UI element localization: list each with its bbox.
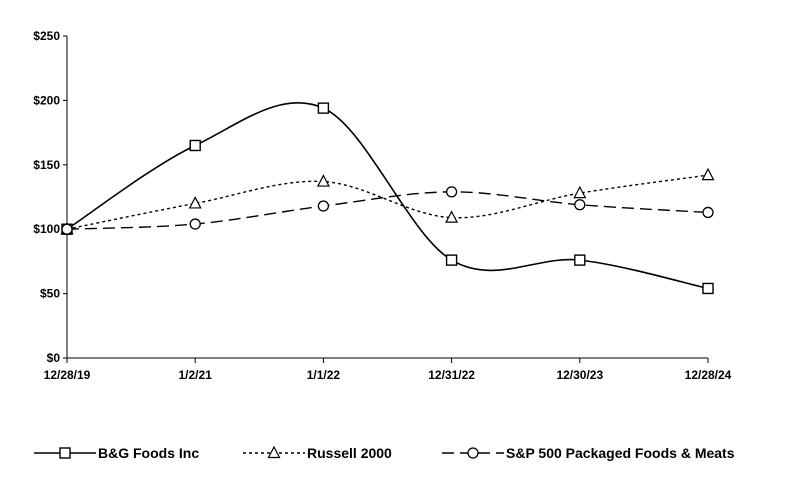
series-2-point (573, 185, 587, 199)
legend-label-1: B&G Foods Inc (98, 445, 199, 461)
series-2-point (188, 196, 202, 209)
legend-marker-1 (59, 447, 71, 459)
series-line-1 (66, 102, 709, 290)
series-2-point (445, 210, 459, 223)
x-tick-label: 1/2/21 (179, 368, 213, 382)
y-tick-label: $100 (33, 222, 60, 236)
series-2-point (316, 174, 330, 187)
y-tick-label: $150 (33, 158, 60, 172)
legend-label-3: S&P 500 Packaged Foods & Meats (506, 445, 735, 461)
series-3-point (574, 199, 586, 211)
y-tick-label: $50 (40, 287, 60, 301)
series-3-point (702, 206, 714, 219)
series-3-point (445, 186, 458, 198)
series-1-point (702, 282, 714, 295)
series-group (60, 102, 715, 295)
x-tick-label: 12/30/23 (556, 368, 603, 382)
legend-label-2: Russell 2000 (307, 445, 392, 461)
series-3-point (189, 218, 201, 230)
y-tick-label: $0 (47, 351, 61, 365)
series-1-point (189, 139, 201, 152)
series-1-point (574, 254, 586, 266)
x-tick-label: 12/31/22 (428, 368, 475, 382)
x-tick-label: 12/28/19 (44, 368, 91, 382)
x-tick-label: 1/1/22 (307, 368, 341, 382)
series-1-point (445, 254, 458, 266)
axes: $0 $50 $100 $150 $200 $250 12/28/19 1/2/21 1/1/2… (33, 29, 731, 382)
legend: B&G Foods Inc Russell 2000 S&P 500 Package… (34, 445, 735, 461)
legend-marker-2 (267, 445, 281, 459)
series-line-3 (66, 191, 709, 230)
series-3-point (61, 223, 73, 235)
series-1-point (317, 102, 330, 114)
legend-marker-3 (467, 447, 479, 459)
y-tick-label: $200 (33, 93, 60, 107)
x-tick-label: 12/28/24 (685, 368, 732, 382)
y-tick-label: $250 (33, 29, 60, 43)
series-line-2 (66, 174, 709, 230)
series-3-point (317, 200, 330, 212)
series-2-point (701, 167, 715, 181)
